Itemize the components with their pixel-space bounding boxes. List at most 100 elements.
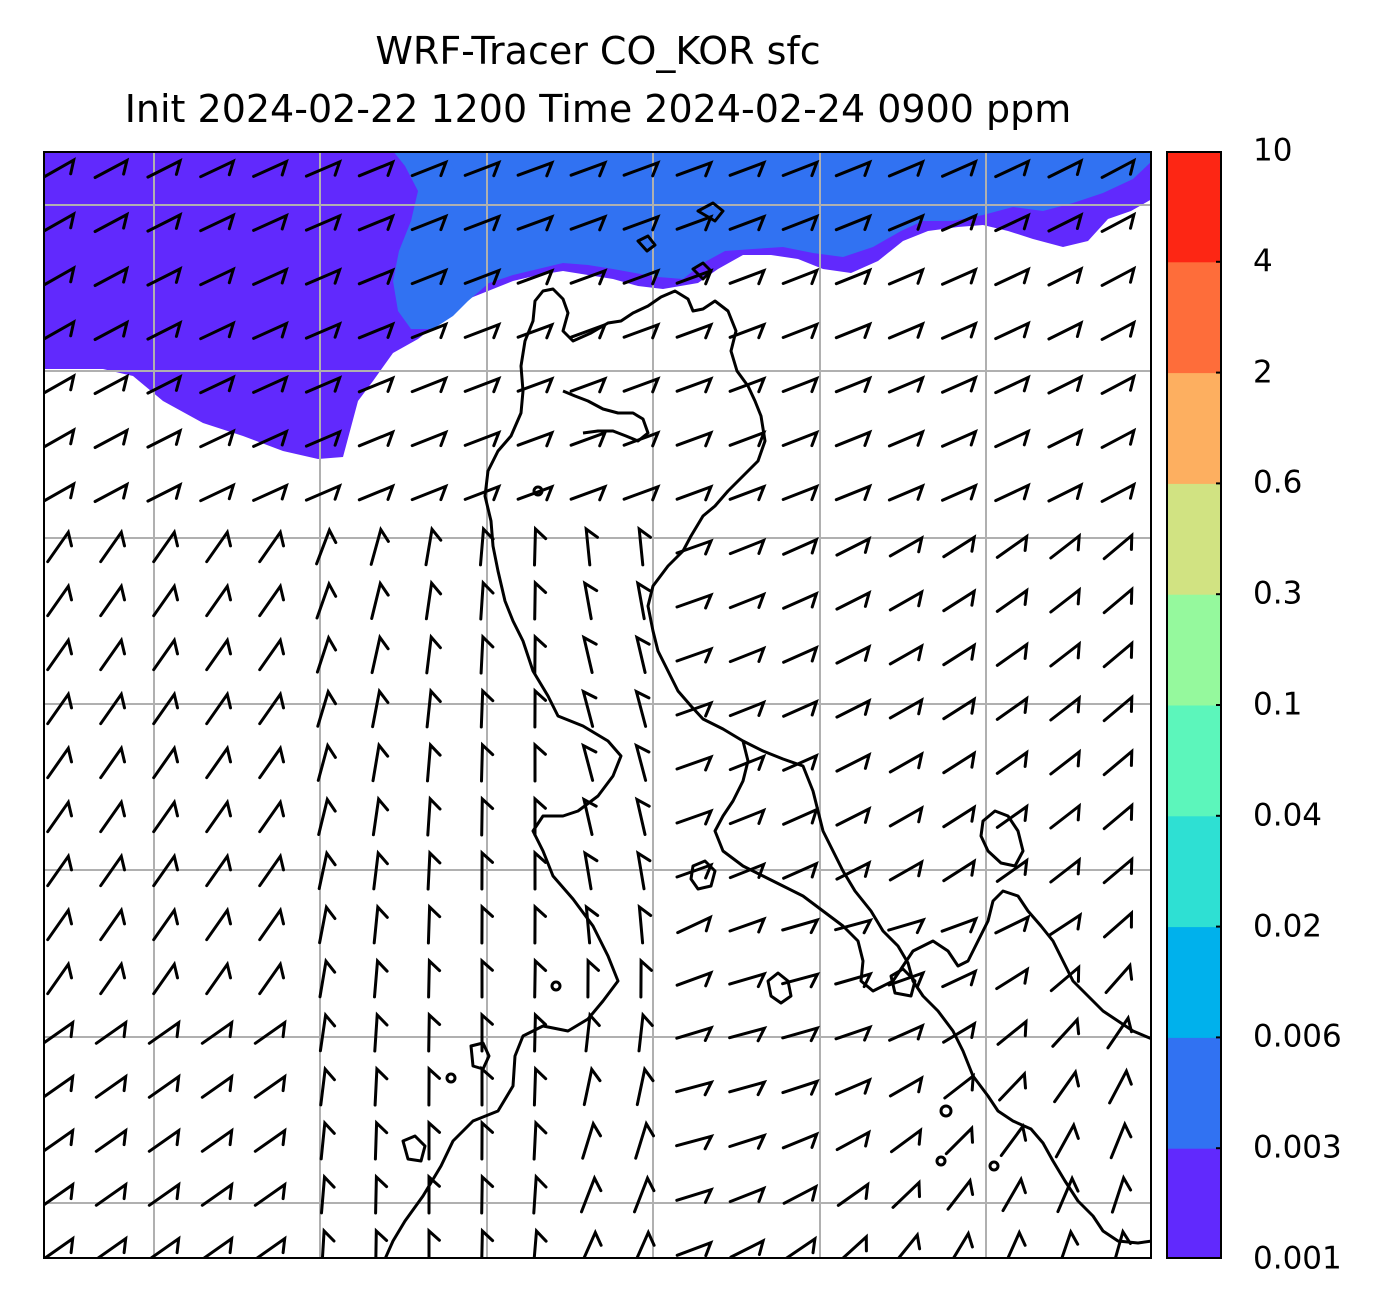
wind-barb [152, 582, 179, 618]
wind-barb [516, 214, 555, 232]
wind-barb [1049, 748, 1081, 776]
wind-barb [533, 633, 547, 675]
wind-barb [782, 752, 819, 772]
colorbar-tick-label: 0.006 [1253, 1018, 1342, 1055]
wind-barb [639, 957, 653, 999]
wind-barb [317, 849, 337, 891]
wind-barb [781, 1078, 820, 1096]
wind-barb [835, 590, 872, 611]
wind-barb [1047, 320, 1084, 341]
wind-barb [46, 852, 73, 888]
wind-barb [1102, 586, 1134, 615]
wind-barb [357, 213, 396, 232]
wind-barb [675, 430, 714, 448]
wind-barb [834, 917, 874, 935]
wind-barb [304, 321, 343, 340]
wind-barb [569, 484, 608, 502]
wind-barb [888, 751, 924, 774]
wind-barb [835, 752, 872, 773]
wind-barb [319, 1065, 336, 1107]
wind-barb [205, 906, 232, 942]
wind-barb [781, 321, 820, 340]
wind-barb [951, 1229, 974, 1259]
wind-barb [569, 268, 608, 286]
wind-barb [835, 698, 872, 719]
wind-barb [533, 579, 548, 621]
wind-barb [995, 857, 1029, 883]
wind-barb [516, 376, 555, 394]
wind-barb [152, 798, 179, 834]
wind-barb [728, 971, 768, 989]
wind-barb [205, 744, 232, 780]
wind-barb [369, 525, 390, 566]
wind-barb [516, 430, 555, 448]
colorbar-tick-label: 2 [1253, 354, 1273, 391]
wind-barb [676, 914, 713, 935]
wind-barb [93, 157, 130, 179]
wind-barb [199, 212, 236, 233]
colorbar-tick-label: 0.02 [1253, 908, 1323, 945]
wind-barb [480, 849, 494, 891]
wind-barb [781, 917, 821, 935]
wind-barb [675, 754, 714, 772]
wind-barb [516, 322, 555, 340]
wind-barb [304, 159, 343, 178]
wind-barb [43, 427, 76, 450]
wind-barb [783, 1235, 817, 1259]
wind-barb [258, 906, 285, 942]
wind-barb [319, 1119, 336, 1161]
wind-barb [533, 849, 547, 891]
wind-barb [634, 634, 651, 674]
wind-barb [43, 319, 76, 342]
wind-barb [888, 1022, 925, 1042]
wind-barb [1100, 427, 1137, 449]
wind-barb [516, 160, 555, 178]
wind-barb [781, 1131, 820, 1150]
wind-barb [1102, 856, 1134, 885]
wind-barb [152, 528, 179, 564]
colorbar-segment [1166, 1148, 1222, 1259]
wind-barb [887, 429, 926, 448]
wind-barb [782, 590, 819, 610]
wind-barb [1100, 319, 1137, 341]
wind-barb [675, 322, 714, 340]
wind-barb [942, 750, 977, 775]
wind-barb [93, 319, 130, 341]
wind-barb [253, 1235, 287, 1259]
wind-barb [834, 159, 873, 178]
wind-barb [729, 1238, 766, 1259]
wind-barb [728, 268, 767, 286]
wind-barb [479, 633, 495, 675]
wind-barb [675, 646, 714, 664]
wind-barb [43, 265, 76, 288]
wind-barb [46, 744, 73, 780]
colorbar-segment [1166, 261, 1222, 374]
wind-barb [728, 430, 767, 448]
wind-barb [93, 211, 130, 233]
wind-barb [995, 641, 1029, 667]
wind-barb [147, 1181, 181, 1207]
wind-barb [942, 1020, 977, 1044]
wind-barb [1100, 157, 1137, 179]
wind-barb [942, 588, 977, 613]
wind-barb [43, 1127, 75, 1153]
wind-barb [888, 535, 924, 558]
wind-barb [480, 1119, 494, 1161]
wind-barb [46, 906, 73, 942]
wind-barb [373, 957, 389, 999]
wind-barb [205, 690, 232, 726]
wind-barb [835, 860, 872, 881]
wind-barb [580, 1174, 603, 1214]
wind-barb [410, 375, 449, 394]
wind-barb [463, 268, 502, 286]
colorbar-tick-label: 0.003 [1253, 1129, 1342, 1166]
wind-barb [533, 525, 548, 567]
wind-barb [205, 798, 232, 834]
wind-barb [205, 636, 232, 672]
wind-barb [199, 266, 236, 287]
wind-barb [994, 320, 1031, 341]
wind-barb [205, 582, 232, 618]
wind-barb [357, 429, 396, 448]
wind-barb [946, 1177, 975, 1211]
wind-barb [43, 1019, 75, 1045]
